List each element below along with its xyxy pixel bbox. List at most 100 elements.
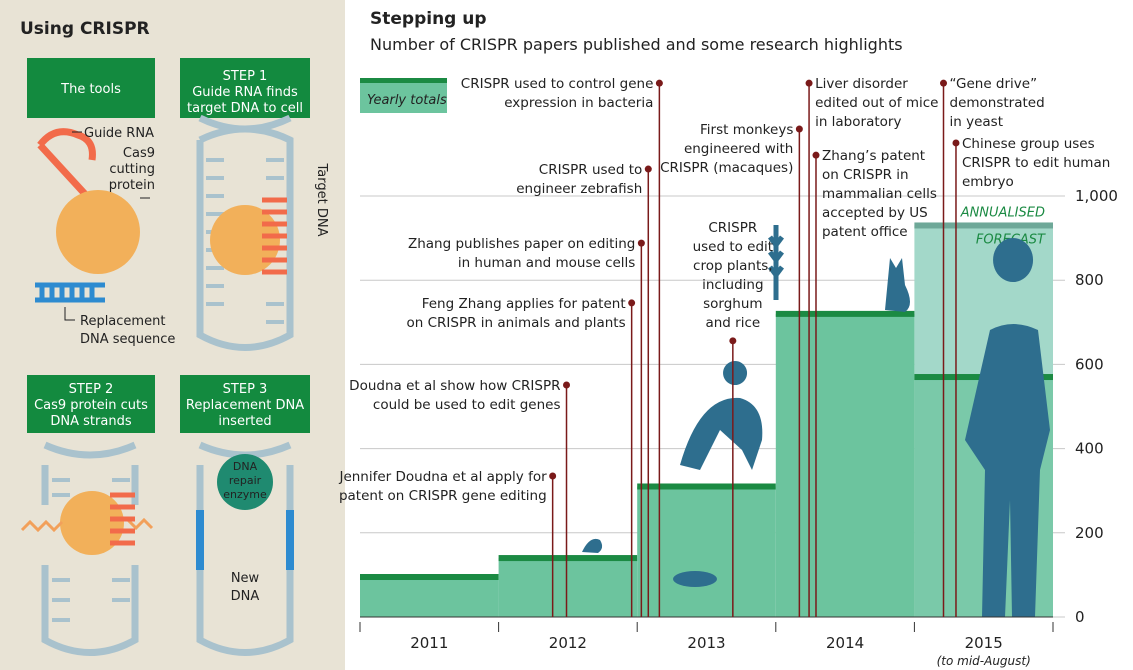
mouse-silhouette (582, 539, 602, 553)
y-tick-label: 600 (1075, 355, 1104, 373)
annotation-text: CRISPR used to control gene (461, 76, 654, 92)
page: Using CRISPR The tools Guide RNA Cas9 cu… (0, 0, 1133, 670)
annotation-dot (628, 299, 635, 306)
annotation-text: First monkeys (700, 122, 793, 138)
annotation-text: accepted by US (822, 205, 928, 221)
annotation-dot (952, 139, 959, 146)
y-tick-label: 400 (1075, 440, 1104, 458)
annotation-text: expression in bacteria (504, 95, 653, 111)
annotation-text: CRISPR used to (539, 162, 642, 178)
step3-text: inserted (218, 414, 271, 429)
step1-text: Guide RNA finds (192, 85, 298, 100)
bar-top (776, 311, 915, 317)
annotation-text: Doudna et al show how CRISPR (349, 378, 560, 394)
annotation-text: Jennifer Doudna et al apply for (338, 469, 547, 485)
monkey-silhouette (680, 361, 762, 470)
annotation-text: Zhang publishes paper on editing (408, 236, 635, 252)
diagram-panel: Using CRISPR The tools Guide RNA Cas9 cu… (0, 0, 345, 670)
y-tick-label: 200 (1075, 524, 1104, 542)
annotation-text: mammalian cells (822, 186, 937, 202)
bar-top (637, 483, 776, 489)
annotation-text: and rice (705, 315, 760, 331)
cas9-label: protein (109, 178, 155, 193)
annotation-text: in yeast (950, 114, 1004, 130)
bar (360, 577, 499, 617)
annotation-text: used to edit (693, 239, 774, 255)
annotation-dot (656, 80, 663, 87)
annotation-text: engineer zebrafish (516, 181, 642, 197)
annotation-dot (940, 80, 947, 87)
y-tick-label: 0 (1075, 608, 1085, 626)
bar-top (499, 555, 638, 561)
annotation-text: CRISPR (708, 220, 757, 236)
annotation-text: on CRISPR in (822, 167, 909, 183)
annotation-text: in human and mouse cells (458, 255, 636, 271)
annotation-dot (563, 382, 570, 389)
cat-silhouette (885, 258, 910, 312)
bar (499, 558, 638, 617)
annotation-text: in laboratory (815, 114, 901, 130)
replacement-label: DNA sequence (80, 332, 175, 347)
step1-title: STEP 1 (223, 69, 268, 84)
tools-title: The tools (60, 82, 121, 97)
annotation-text: crop plants, (693, 258, 773, 274)
annotation-dot (645, 166, 652, 173)
bar (637, 486, 776, 617)
step1-text: target DNA to cell (187, 101, 303, 116)
x-tick-label: 2014 (826, 634, 864, 652)
annotation-text: sorghum (703, 296, 762, 312)
guide-rna-icon (262, 200, 287, 272)
guide-rna-label: Guide RNA (84, 126, 154, 141)
step2-text: Cas9 protein cuts (34, 398, 148, 413)
x-tick-label: 2011 (410, 634, 448, 652)
diagram-title: Using CRISPR (20, 19, 150, 39)
step2-title: STEP 2 (69, 382, 114, 397)
annotation-dot (729, 337, 736, 344)
annotation-text: CRISPR to edit human (962, 155, 1110, 171)
cas9-icon (210, 205, 280, 275)
annotation-text: Zhang’s patent (822, 148, 925, 164)
forecast-label: ANNUALISED (960, 205, 1045, 220)
x-tick-label: 2012 (549, 634, 587, 652)
annotation-text: including (702, 277, 763, 293)
legend-line (360, 78, 447, 83)
annotation-text: “Gene drive” (950, 76, 1038, 92)
cas9-icon (56, 190, 140, 274)
y-tick-label: 1,000 (1075, 187, 1118, 205)
annotation-dot (806, 80, 813, 87)
annotation-text: patent office (822, 224, 908, 240)
annotation-text: Liver disorder (815, 76, 908, 92)
legend-label: Yearly totals (367, 93, 447, 108)
annotation-text: patent on CRISPR gene editing (339, 488, 547, 504)
bar-top (360, 574, 499, 580)
annotation-dot (549, 472, 556, 479)
chart-subtitle: Number of CRISPR papers published and so… (370, 35, 903, 54)
annotation-dot (812, 152, 819, 159)
cas9-label: cutting (109, 162, 155, 177)
annotation-text: Chinese group uses (962, 136, 1095, 152)
annotation-text: could be used to edit genes (373, 397, 561, 413)
replacement-label: Replacement (80, 314, 165, 329)
new-dna-label: DNA (231, 589, 260, 604)
chart-title: Stepping up (370, 9, 487, 29)
enzyme-label: DNA (233, 460, 258, 473)
bar (776, 314, 915, 617)
step2-text: DNA strands (50, 414, 131, 429)
annotation-dot (638, 240, 645, 247)
step3-text: Replacement DNA (186, 398, 304, 413)
plot: 02004006008001,000ANNUALISEDFORECASTYear… (338, 76, 1117, 668)
annotation-text: Feng Zhang applies for patent (422, 296, 626, 312)
cas9-label: Cas9 (123, 146, 155, 161)
fish-silhouette (673, 571, 717, 587)
enzyme-label: repair (229, 474, 262, 487)
annotation-text: embryo (962, 174, 1014, 190)
step3-title: STEP 3 (223, 382, 268, 397)
x-tick-note: (to mid-August) (937, 654, 1031, 668)
x-tick-label: 2015 (965, 634, 1003, 652)
y-tick-label: 800 (1075, 271, 1104, 289)
forecast-line (914, 222, 1053, 228)
target-dna-label: Target DNA (314, 163, 329, 237)
annotation-text: edited out of mice (815, 95, 938, 111)
x-tick-label: 2013 (687, 634, 725, 652)
annotation-dot (796, 126, 803, 133)
